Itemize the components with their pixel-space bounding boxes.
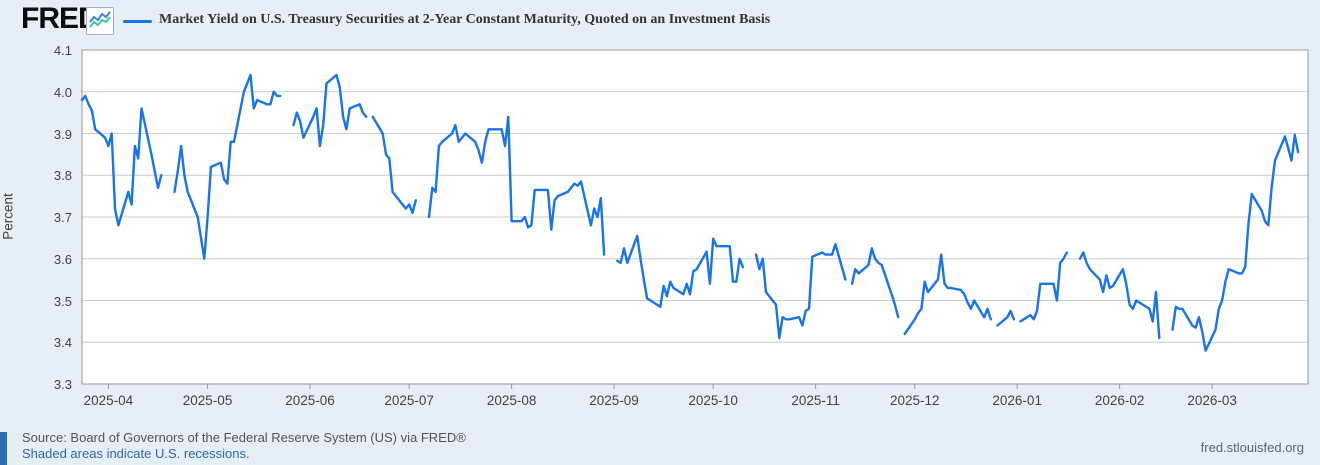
- left-edge-blue-strip: [0, 432, 7, 465]
- y-axis-unit-label: Percent: [0, 193, 16, 240]
- line-series-path: [850, 247, 900, 319]
- y-tick-label: 3.8: [53, 168, 72, 184]
- x-tick-label: 2026-03: [1187, 393, 1237, 408]
- line-series-path: [616, 234, 745, 308]
- icon-teal-sparkline: [89, 16, 111, 28]
- fred-logo-chart-icon: [86, 7, 114, 35]
- x-tick-label: 2025-04: [83, 393, 134, 408]
- x-tick-label: 2025-07: [384, 393, 434, 408]
- source-text: Source: Board of Governors of the Federa…: [22, 430, 466, 445]
- line-series-path: [1019, 251, 1068, 323]
- x-tick-label: 2025-10: [688, 393, 738, 408]
- y-tick-label: 3.4: [53, 335, 72, 351]
- line-series-path: [173, 73, 282, 260]
- y-tick-label: 3.6: [53, 251, 72, 267]
- line-series-path: [371, 115, 417, 214]
- x-tick-label: 2025-12: [889, 393, 940, 408]
- x-tick-label: 2025-05: [182, 393, 233, 408]
- series-title-link[interactable]: Market Yield on U.S. Treasury Securities…: [159, 12, 771, 27]
- y-tick-label: 4.1: [53, 43, 72, 58]
- x-tick-label: 2026-02: [1094, 393, 1145, 408]
- y-tick-label: 3.5: [53, 293, 72, 309]
- line-series-path: [80, 94, 163, 227]
- y-tick-label: 3.7: [53, 210, 72, 225]
- line-series-path: [427, 115, 606, 256]
- x-tick-label: 2025-09: [589, 393, 639, 408]
- x-tick-label: 2025-08: [486, 393, 537, 408]
- plot-border: [81, 49, 1309, 385]
- icon-blue-sparkline: [89, 11, 111, 23]
- line-series-path: [1171, 133, 1300, 352]
- line-series-path: [292, 73, 368, 148]
- line-series-path: [903, 253, 992, 336]
- x-tick-label: 2025-06: [285, 393, 335, 408]
- x-tick-label: 2026-01: [992, 393, 1042, 408]
- line-series-path: [1078, 251, 1161, 340]
- y-tick-label: 4.0: [53, 84, 72, 100]
- fred-site-link[interactable]: fred.stlouisfed.org: [1200, 440, 1304, 455]
- line-series-path: [996, 309, 1016, 327]
- y-tick-label: 3.9: [53, 126, 72, 142]
- x-tick-label: 2025-11: [791, 393, 840, 408]
- y-tick-label: 3.3: [53, 377, 72, 392]
- recessions-note-link[interactable]: Shaded areas indicate U.S. recessions.: [22, 446, 250, 461]
- line-series-path: [754, 242, 847, 340]
- series-legend-line: [123, 20, 152, 23]
